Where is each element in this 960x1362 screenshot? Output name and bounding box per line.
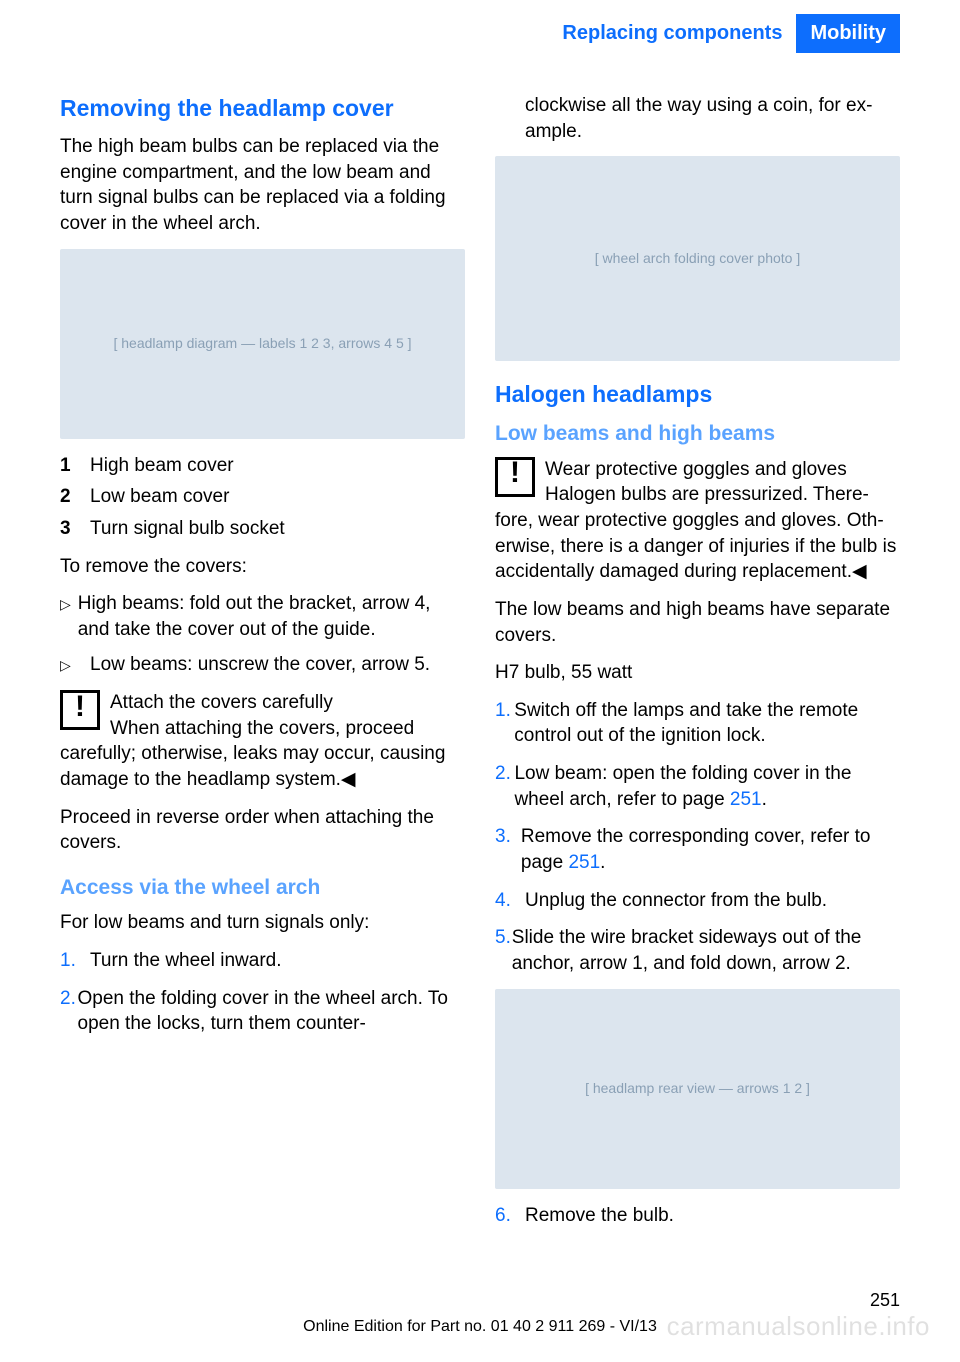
breadcrumb-chapter: Mobility bbox=[796, 14, 900, 53]
warning-goggles: ! Wear protective goggles and gloves Hal… bbox=[495, 457, 900, 585]
step-item: 1. Turn the wheel inward. bbox=[60, 948, 465, 974]
step-number: 2. bbox=[60, 986, 78, 1037]
warning-icon: ! bbox=[60, 690, 100, 730]
column-left: Removing the headlamp cover The high bea… bbox=[60, 93, 465, 1240]
heading-halogen: Halogen headlamps bbox=[495, 379, 900, 410]
step-number: 5. bbox=[495, 925, 512, 976]
column-right: clockwise all the way using a coin, for … bbox=[495, 93, 900, 1240]
step-item: 5. Slide the wire bracket sideways out o… bbox=[495, 925, 900, 976]
para-reverse-order: Proceed in reverse order when attaching … bbox=[60, 805, 465, 856]
step-list-wheel-arch: 1. Turn the wheel inward. 2. Open the fo… bbox=[60, 948, 465, 1037]
bullet-text: Low beams: unscrew the cover, arrow 5. bbox=[90, 652, 430, 678]
bullet-icon: ▷ bbox=[60, 591, 78, 642]
para-to-remove: To remove the covers: bbox=[60, 554, 465, 580]
step-item: 3. Remove the corresponding cover, refer… bbox=[495, 824, 900, 875]
warning-body: When attaching the covers, proceed caref… bbox=[60, 718, 445, 790]
bullet-item: ▷ High beams: fold out the bracket, arro… bbox=[60, 591, 465, 642]
heading-removing-cover: Removing the headlamp cover bbox=[60, 93, 465, 124]
warning-title: Attach the covers carefully bbox=[110, 692, 333, 713]
breadcrumb-section: Replacing components bbox=[548, 14, 796, 53]
bullet-item: ▷ Low beams: unscrew the cover, arrow 5. bbox=[60, 652, 465, 678]
warning-body: Halogen bulbs are pressurized. There‐for… bbox=[495, 484, 896, 582]
legend-text: Turn signal bulb socket bbox=[90, 516, 285, 542]
para-bulb-spec: H7 bulb, 55 watt bbox=[495, 660, 900, 686]
para-separate-covers: The low beams and high beams have separa… bbox=[495, 597, 900, 648]
step-item: 1. Switch off the lamps and take the rem… bbox=[495, 698, 900, 749]
step-text: Turn the wheel inward. bbox=[90, 948, 282, 974]
step-item: 4. Unplug the connector from the bulb. bbox=[495, 888, 900, 914]
step-item: 2. Low beam: open the folding cover in t… bbox=[495, 761, 900, 812]
legend-item: 3 Turn signal bulb socket bbox=[60, 516, 465, 542]
step-number: 6. bbox=[495, 1203, 525, 1229]
page-reference[interactable]: 251 bbox=[730, 789, 762, 810]
step-number: 3. bbox=[495, 824, 521, 875]
step-text: Remove the corresponding cover, refer to… bbox=[521, 824, 900, 875]
para-intro: The high beam bulbs can be replaced via … bbox=[60, 134, 465, 237]
legend-number: 3 bbox=[60, 516, 90, 542]
page-content: Removing the headlamp cover The high bea… bbox=[0, 53, 960, 1240]
legend-number: 2 bbox=[60, 484, 90, 510]
watermark: carmanualsonline.info bbox=[667, 1309, 930, 1344]
step-text: Remove the bulb. bbox=[525, 1203, 674, 1229]
legend-text: High beam cover bbox=[90, 453, 234, 479]
step-text: Open the folding cover in the wheel arch… bbox=[78, 986, 466, 1037]
warning-title: Wear protective goggles and gloves bbox=[545, 459, 847, 480]
step-number: 1. bbox=[60, 948, 90, 974]
para-continuation: clockwise all the way using a coin, for … bbox=[495, 93, 900, 144]
legend-number: 1 bbox=[60, 453, 90, 479]
legend-item: 2 Low beam cover bbox=[60, 484, 465, 510]
step-number: 4. bbox=[495, 888, 525, 914]
para-low-beams-only: For low beams and turn signals only: bbox=[60, 910, 465, 936]
step-list-halogen: 1. Switch off the lamps and take the rem… bbox=[495, 698, 900, 977]
step-number: 2. bbox=[495, 761, 514, 812]
bullet-list: ▷ High beams: fold out the bracket, arro… bbox=[60, 591, 465, 678]
heading-low-high-beams: Low beams and high beams bbox=[495, 420, 900, 448]
step-text: Switch off the lamps and take the remote… bbox=[514, 698, 900, 749]
page-header: Replacing components Mobility bbox=[0, 0, 960, 53]
step-text: Slide the wire bracket sideways out of t… bbox=[512, 925, 900, 976]
step-item: 6. Remove the bulb. bbox=[495, 1203, 900, 1229]
step-text: Low beam: open the folding cover in the … bbox=[514, 761, 900, 812]
figure-headlamp-rear: [ headlamp rear view — arrows 1 2 ] bbox=[495, 989, 900, 1189]
step-list-remove-bulb: 6. Remove the bulb. bbox=[495, 1203, 900, 1229]
bullet-icon: ▷ bbox=[60, 652, 90, 678]
legend-item: 1 High beam cover bbox=[60, 453, 465, 479]
page-reference[interactable]: 251 bbox=[568, 852, 600, 873]
step-number: 1. bbox=[495, 698, 514, 749]
step-text: Unplug the connector from the bulb. bbox=[525, 888, 827, 914]
figure-headlamp-diagram: [ headlamp diagram — labels 1 2 3, arrow… bbox=[60, 249, 465, 439]
step-item: 2. Open the folding cover in the wheel a… bbox=[60, 986, 465, 1037]
warning-icon: ! bbox=[495, 457, 535, 497]
legend-text: Low beam cover bbox=[90, 484, 229, 510]
heading-access-wheel-arch: Access via the wheel arch bbox=[60, 874, 465, 902]
bullet-text: High beams: fold out the bracket, arrow … bbox=[78, 591, 465, 642]
legend-list: 1 High beam cover 2 Low beam cover 3 Tur… bbox=[60, 453, 465, 542]
warning-attach-covers: ! Attach the covers carefully When attac… bbox=[60, 690, 465, 793]
figure-wheel-arch-photo: [ wheel arch folding cover photo ] bbox=[495, 156, 900, 361]
